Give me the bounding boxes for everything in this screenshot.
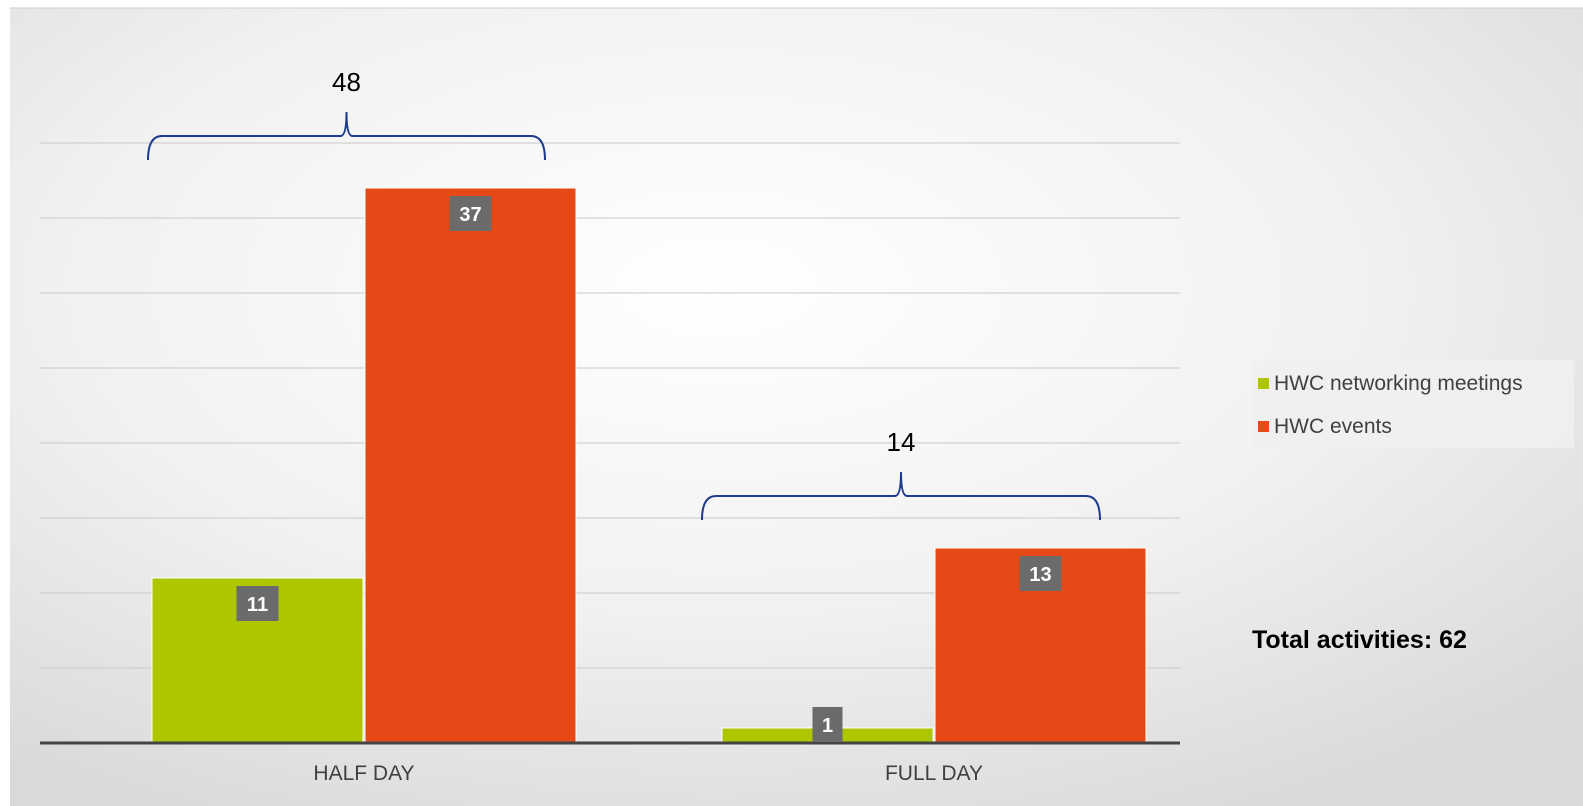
data-labels-layer: 11 37 1 13 [236,196,1062,742]
data-label-box [449,196,492,231]
data-label-box [1019,556,1062,591]
legend-item-networking-meetings: HWC networking meetings [1258,372,1523,396]
data-label: 1 [822,715,833,737]
data-label-box [812,707,843,742]
category-label: HALF DAY [313,762,414,785]
legend-label: HWC events [1274,415,1392,438]
data-label: 13 [1029,564,1051,586]
legend-swatch-green [1258,378,1269,389]
legend: HWC networking meetings HWC events [1252,360,1574,448]
total-activities-text: Total activities: 62 [1252,626,1467,654]
data-label: 11 [247,594,268,616]
legend-item-events: HWC events [1258,415,1392,439]
group-total-label: 14 [887,427,916,457]
category-labels-layer: HALF DAY FULL DAY [313,762,983,785]
legend-swatch-orange [1258,421,1269,432]
group-bracket [147,111,546,161]
data-label-box [236,586,279,621]
group-total-brackets: 48 14 [147,67,1101,521]
legend-label: HWC networking meetings [1274,372,1523,395]
bars-layer [151,187,1147,744]
data-label: 37 [459,204,481,226]
group-bracket [701,471,1101,521]
category-label: FULL DAY [885,762,983,785]
bar-events [364,187,577,744]
group-total-label: 48 [332,67,361,97]
